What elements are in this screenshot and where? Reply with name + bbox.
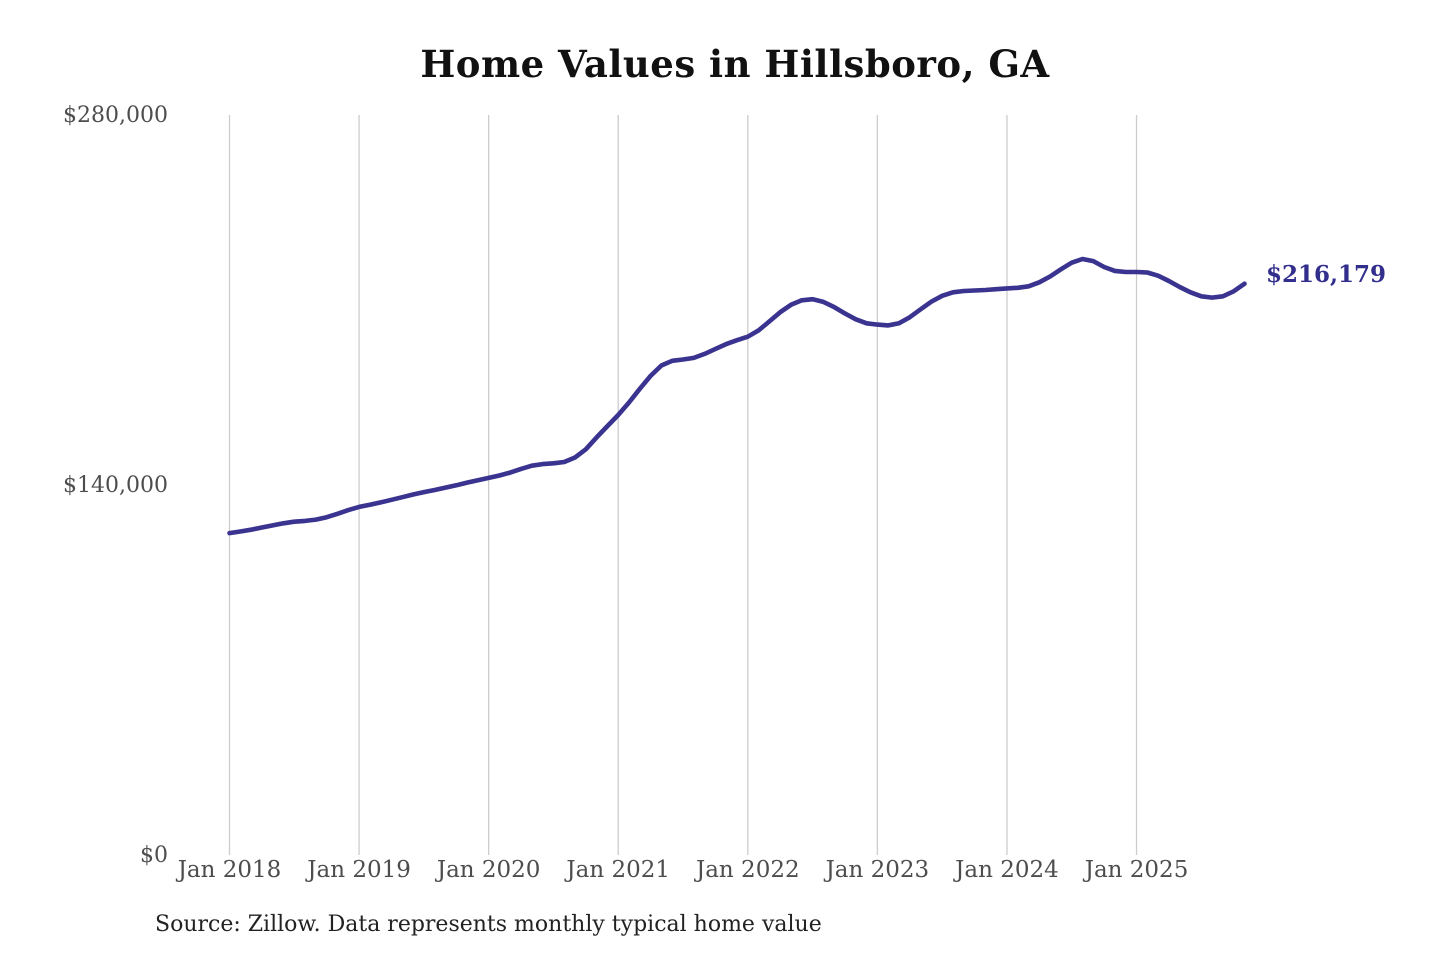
chart-title: Home Values in Hillsboro, GA: [420, 42, 1050, 86]
x-tick-label-jan-2021: Jan 2021: [566, 857, 671, 883]
y-axis-label-0: $0: [140, 843, 168, 868]
x-tick-label-jan-2024: Jan 2024: [955, 857, 1059, 883]
y-axis-label-140000: $140,000: [63, 473, 168, 498]
gridlines: [228, 115, 1138, 855]
x-tick-label-jan-2022: Jan 2022: [696, 857, 800, 883]
x-tick-label-jan-2025: Jan 2025: [1084, 857, 1189, 883]
x-tick-label-jan-2023: Jan 2023: [825, 857, 930, 883]
x-tick-label-jan-2020: Jan 2020: [436, 857, 541, 883]
latest-value-label: $216,179: [1266, 261, 1387, 288]
home-value-line: [227, 256, 1247, 536]
source-note: Source: Zillow. Data represents monthly …: [155, 912, 822, 937]
x-tick-label-jan-2018: Jan 2018: [177, 857, 282, 883]
y-axis-label-280000: $280,000: [63, 103, 168, 128]
x-tick-label-jan-2019: Jan 2019: [307, 857, 411, 883]
